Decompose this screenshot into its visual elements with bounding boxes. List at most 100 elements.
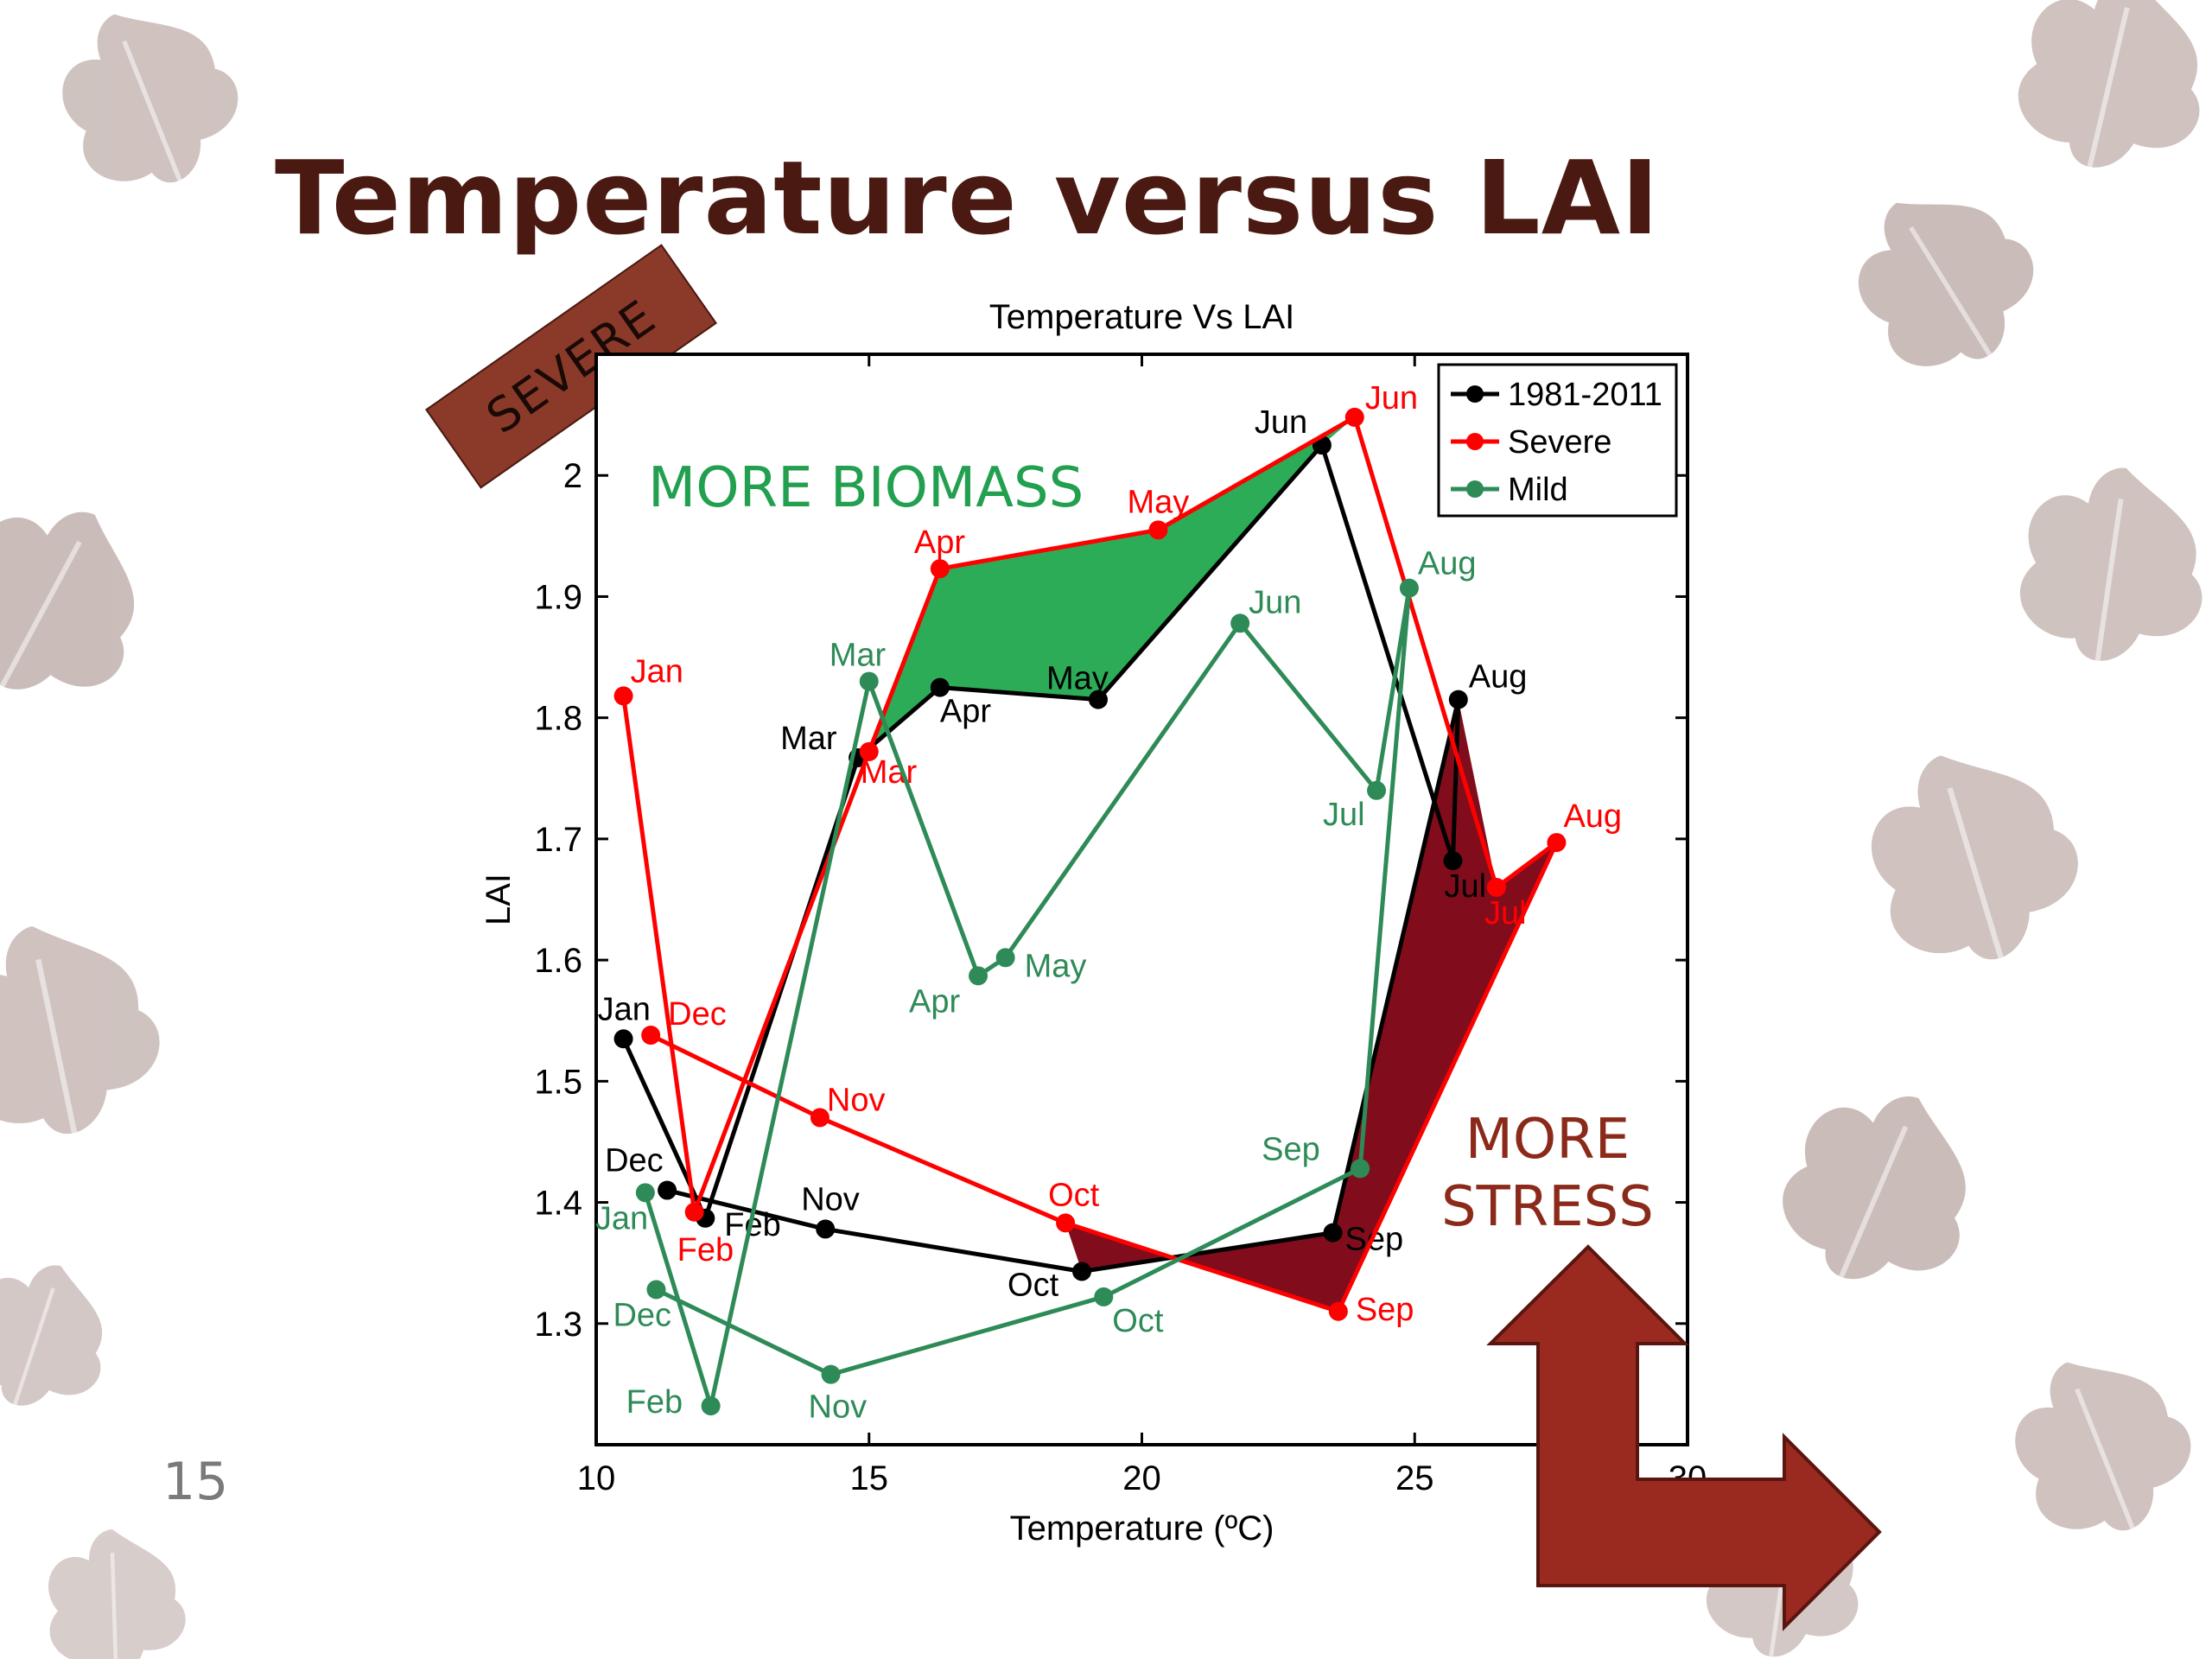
biomass-region	[858, 416, 1355, 758]
point-label: Dec	[605, 1143, 664, 1179]
point-label: Dec	[668, 996, 727, 1033]
data-point	[646, 1280, 666, 1300]
point-label: Sep	[1262, 1131, 1320, 1167]
point-label: Apr	[914, 524, 965, 561]
data-point	[1443, 851, 1463, 871]
point-label: Jul	[1444, 868, 1486, 905]
more-stress-note: MORE STRESS	[1441, 1106, 1654, 1241]
data-point	[1448, 690, 1468, 709]
data-point	[1344, 407, 1364, 427]
y-tick-label: 1.7	[534, 821, 582, 859]
point-label: Mar	[830, 638, 887, 674]
data-point	[1230, 613, 1250, 633]
leaf-decoration	[1783, 1096, 1966, 1281]
data-point	[1351, 1159, 1370, 1179]
leaf-decoration	[0, 1265, 103, 1408]
point-label: Feb	[626, 1384, 683, 1421]
leaf-decoration	[62, 14, 238, 184]
slide-title: Temperature versus LAI	[275, 138, 1660, 257]
point-label: Aug	[1563, 798, 1622, 835]
point-label: Oct	[1112, 1303, 1164, 1339]
legend-label: 1981-2011	[1508, 377, 1662, 413]
y-tick-label: 1.9	[534, 578, 582, 616]
data-point	[641, 1026, 661, 1046]
legend-label: Severe	[1508, 424, 1611, 461]
y-tick-label: 1.6	[534, 942, 582, 980]
data-point	[701, 1396, 721, 1416]
point-label: Aug	[1418, 546, 1477, 582]
point-label: Apr	[940, 694, 991, 730]
data-point	[1328, 1301, 1348, 1321]
data-point	[1547, 833, 1567, 853]
leaf-decoration	[2015, 1362, 2191, 1532]
x-axis-label: Temperature (ºC)	[1010, 1510, 1274, 1548]
leaf-decoration	[0, 512, 135, 690]
data-point	[810, 1108, 830, 1128]
leaf-decoration	[0, 925, 160, 1136]
point-label: Apr	[909, 983, 960, 1020]
data-point	[859, 671, 879, 691]
point-label: Oct	[1048, 1177, 1100, 1213]
point-label: Jan	[631, 653, 683, 690]
x-tick-label: 10	[577, 1459, 616, 1497]
leaf-decoration	[2019, 467, 2202, 664]
point-label: May	[1046, 661, 1109, 697]
x-tick-label: 25	[1395, 1459, 1434, 1497]
data-point	[1056, 1213, 1076, 1233]
data-point	[1148, 520, 1168, 540]
data-point	[1323, 1223, 1343, 1243]
data-point	[930, 677, 950, 697]
point-label: Jan	[595, 1200, 648, 1236]
more-stress-line2: STRESS	[1441, 1175, 1654, 1239]
data-point	[1072, 1262, 1092, 1281]
data-point	[969, 966, 988, 986]
page-number: 15	[162, 1452, 229, 1512]
legend-label: Mild	[1508, 472, 1568, 508]
legend-marker	[1466, 385, 1484, 403]
leaf-decoration	[1859, 202, 2034, 366]
more-stress-line1: MORE	[1465, 1108, 1630, 1172]
x-tick-label: 20	[1122, 1459, 1161, 1497]
data-point	[816, 1219, 836, 1239]
x-tick-label: 15	[850, 1459, 889, 1497]
legend-marker	[1466, 480, 1484, 498]
point-label: Nov	[827, 1082, 886, 1118]
y-tick-label: 1.3	[534, 1306, 582, 1344]
point-label: Jun	[1255, 404, 1307, 441]
data-point	[635, 1183, 655, 1203]
data-point	[613, 1029, 633, 1049]
point-label: Sep	[1345, 1222, 1404, 1258]
point-label: Oct	[1007, 1267, 1059, 1303]
data-point	[1367, 780, 1387, 800]
point-label: May	[1025, 948, 1087, 984]
y-tick-label: 1.5	[534, 1063, 582, 1101]
data-point	[1088, 690, 1108, 709]
y-axis-label: LAI	[480, 874, 518, 925]
data-point	[613, 686, 633, 706]
more-biomass-note: MORE BIOMASS	[648, 456, 1084, 520]
point-label: Jun	[1365, 380, 1418, 416]
data-point	[821, 1364, 841, 1384]
chart-title: Temperature Vs LAI	[989, 298, 1295, 336]
leaf-decoration	[1872, 755, 2078, 962]
y-tick-label: 1.4	[534, 1185, 582, 1223]
stress-region	[1065, 699, 1557, 1312]
point-label: Jan	[598, 991, 651, 1027]
point-label: Nov	[809, 1389, 868, 1426]
y-tick-label: 1.8	[534, 700, 582, 738]
point-label: Jul	[1323, 797, 1365, 833]
data-point	[658, 1180, 677, 1200]
point-label: May	[1127, 484, 1189, 520]
series-line-1981-2011	[621, 442, 1461, 1274]
data-point	[1486, 877, 1506, 897]
point-label: Feb	[677, 1232, 734, 1268]
data-point	[684, 1202, 704, 1222]
point-label: Aug	[1469, 659, 1528, 696]
leaf-decoration	[2018, 0, 2200, 170]
series-line-Severe	[621, 415, 1559, 1314]
data-point	[1399, 578, 1419, 598]
